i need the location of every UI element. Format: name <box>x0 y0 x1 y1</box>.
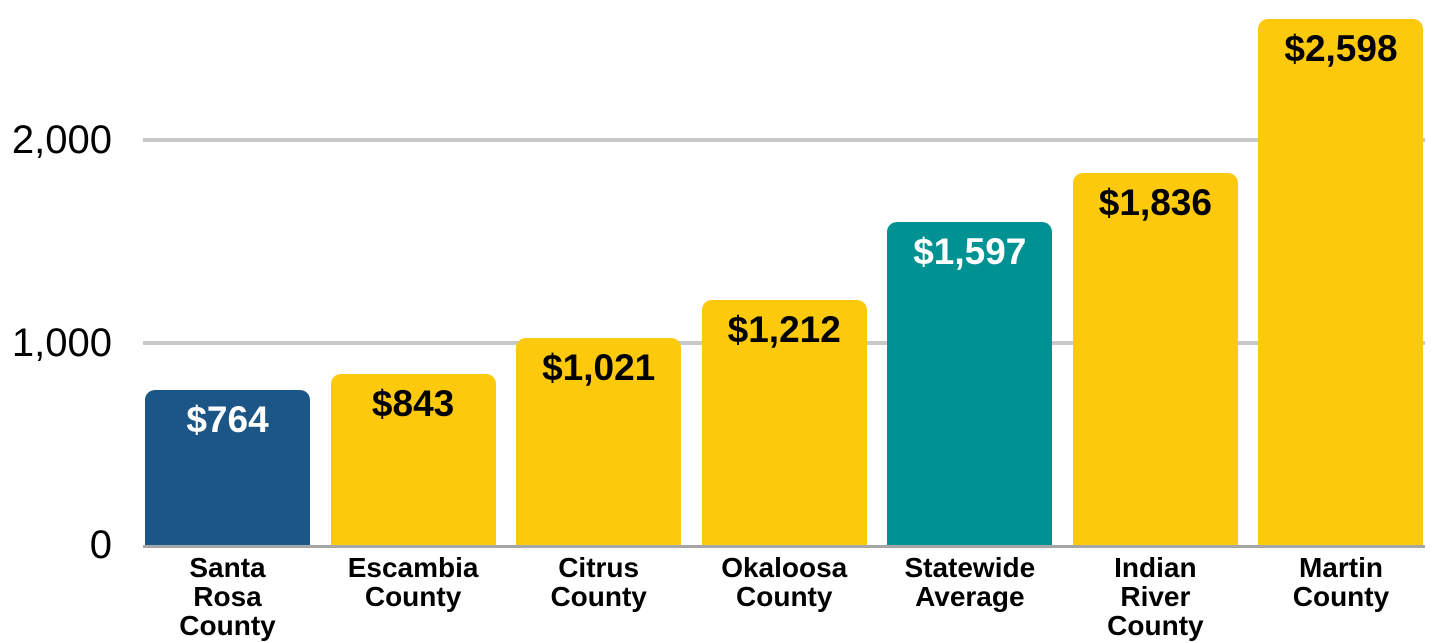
x-axis-category-label-line: County <box>1292 581 1390 612</box>
y-axis-tick-label: 1,000 <box>11 320 112 365</box>
bar-value-label: $1,021 <box>542 347 656 389</box>
bar-santa-rosa-county: $764 <box>145 390 310 545</box>
bar-martin-county: $2,598 <box>1258 18 1424 545</box>
x-axis-category-label-line: County <box>1107 610 1204 641</box>
y-axis-tick-label: 2,000 <box>11 118 112 162</box>
x-axis-category-label-line: Citrus <box>558 552 640 583</box>
bar-value-label: $843 <box>371 383 455 425</box>
x-axis-category-label-line: Escambia <box>347 552 479 583</box>
x-axis-category-label-line: County <box>364 581 462 612</box>
x-axis-category-label: Citrus County <box>509 553 689 611</box>
x-axis-category-label-line: County <box>179 610 276 641</box>
x-axis-category-label-line: County <box>550 581 647 612</box>
x-axis-category-label: Statewide Average <box>880 553 1060 611</box>
x-axis-category-label: Escambia County <box>323 553 503 611</box>
x-axis-category-label-line: Martin <box>1298 552 1383 583</box>
y-axis-tick-label: 0 <box>89 523 112 567</box>
bar-citrus-county: $1,021 <box>516 338 682 545</box>
bar-value-label: $764 <box>186 399 269 441</box>
x-axis-category-label: Indian River County <box>1065 553 1245 640</box>
bar-statewide-average: $1,597 <box>887 221 1053 545</box>
bar-value-label: $1,836 <box>1098 182 1212 224</box>
x-axis-category-label-line: Santa <box>189 552 266 583</box>
bar-value-label: $1,597 <box>913 230 1027 272</box>
x-axis-category-label-line: Statewide <box>904 552 1036 583</box>
x-axis-category-label-line: Indian <box>1114 552 1197 583</box>
x-axis-category-label-line: Okaloosa <box>721 552 848 583</box>
x-axis-category-label-line: Average <box>915 581 1025 612</box>
x-axis-category-label-line: County <box>736 581 833 612</box>
x-axis-baseline <box>143 545 1425 548</box>
bar-indian-river-county: $1,836 <box>1072 173 1238 545</box>
bar-escambia-county: $843 <box>330 374 496 545</box>
bar-okaloosa-county: $1,212 <box>701 299 867 545</box>
x-axis-category-label-line: Rosa <box>193 581 262 612</box>
x-axis-category-label-line: River <box>1120 581 1191 612</box>
x-axis-category-label: Santa Rosa County <box>138 553 318 640</box>
gridline <box>143 138 1425 142</box>
bar-value-label: $2,598 <box>1284 27 1398 69</box>
x-axis-category-label: Okaloosa County <box>694 553 874 611</box>
bar-value-label: $1,212 <box>727 308 841 350</box>
x-axis-category-label: Martin County <box>1251 553 1431 611</box>
